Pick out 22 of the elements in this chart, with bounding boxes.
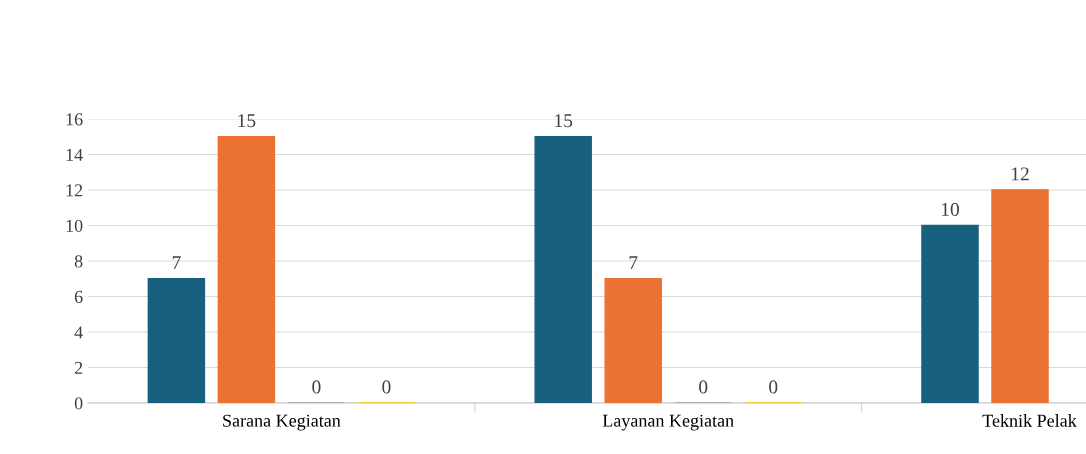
x-tick-label: Sarana Kegiatan — [223, 414, 341, 431]
y-tick-label: 0 — [74, 397, 83, 410]
y-tick-label: 2 — [74, 361, 83, 374]
y-tick-label: 6 — [74, 290, 83, 303]
data-label: 7 — [629, 256, 638, 270]
x-tick-label: Teknik Pelak — [982, 414, 1077, 427]
data-label: 12 — [1012, 167, 1029, 181]
data-label: 15 — [238, 114, 256, 128]
data-label: 15 — [555, 114, 573, 128]
y-tick-label: 8 — [74, 255, 83, 268]
y-tick-label: 14 — [66, 148, 83, 161]
y-tick-label: 4 — [74, 326, 83, 339]
y-tick-label: 10 — [66, 219, 83, 232]
y-tick-label: 12 — [66, 184, 83, 197]
data-label: 0 — [312, 380, 321, 394]
data-label: 0 — [699, 380, 708, 394]
data-label: 10 — [941, 202, 959, 216]
data-label: 7 — [172, 256, 181, 270]
data-label: 0 — [382, 380, 391, 394]
x-tick-label: Layanan Kegiatan — [602, 414, 734, 431]
data-label: 0 — [769, 380, 778, 394]
y-tick-label: 16 — [66, 113, 83, 126]
